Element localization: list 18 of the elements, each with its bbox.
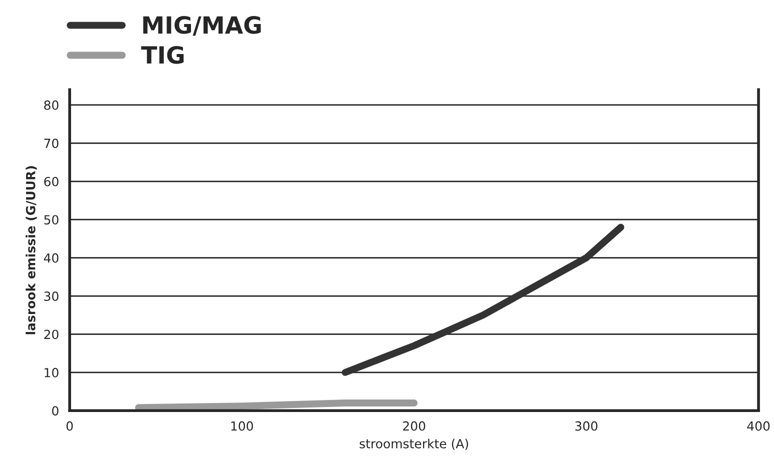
legend-label: TIG bbox=[141, 46, 184, 64]
y-tick-label: 80 bbox=[44, 100, 58, 110]
x-axis-title: stroomsterkte (A) bbox=[360, 438, 468, 450]
y-axis-title: lasrook emissie (G/UUR) bbox=[26, 166, 37, 334]
y-tick-label: 50 bbox=[44, 215, 58, 225]
x-tick-label: 100 bbox=[231, 421, 253, 431]
y-tick-label: 60 bbox=[44, 176, 58, 186]
y-tick-label: 70 bbox=[44, 138, 58, 148]
y-tick-label: 40 bbox=[44, 253, 58, 263]
y-tick-label: 30 bbox=[44, 291, 58, 301]
x-tick-label: 400 bbox=[747, 421, 770, 431]
y-tick-label: 20 bbox=[44, 330, 58, 340]
legend-label: MIG/MAG bbox=[143, 16, 261, 36]
y-tick-label: 10 bbox=[44, 368, 58, 378]
x-tick-label: 200 bbox=[403, 421, 426, 431]
x-tick-label: 300 bbox=[575, 421, 598, 431]
y-tick-label: 0 bbox=[52, 406, 58, 416]
x-tick-label: 0 bbox=[66, 421, 73, 431]
